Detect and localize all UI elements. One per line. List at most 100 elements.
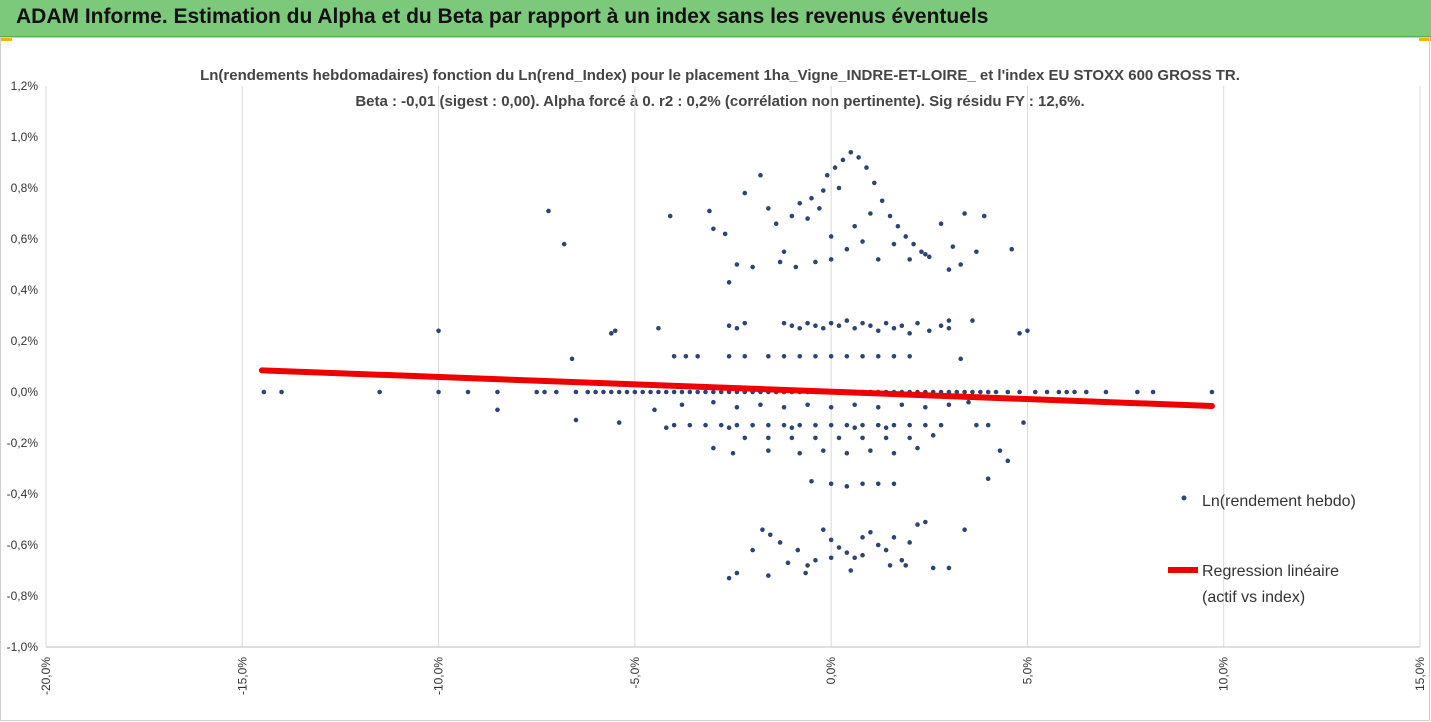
data-point [663,389,669,395]
data-point [868,529,873,535]
data-point [915,522,920,527]
x-tick-label: 0,0% [824,657,838,685]
data-point [875,422,881,428]
data-point [946,402,952,408]
chart-subtitle: Beta : -0,01 (sigest : 0,00). Alpha forc… [355,93,1084,110]
data-point [997,448,1003,453]
data-point [848,568,854,573]
data-point [805,216,810,221]
data-point [883,425,889,431]
data-point [993,389,999,395]
data-point [805,320,810,326]
y-tick-label: 0,4% [11,283,39,297]
x-tick-label: 10,0% [1217,657,1231,691]
data-point [985,389,991,395]
data-point [844,550,850,555]
data-point [985,476,991,482]
data-point [777,259,783,265]
data-point [809,478,814,484]
y-tick-label: -0,4% [7,487,39,501]
data-point [860,435,865,441]
data-point [907,540,912,545]
data-point [773,221,779,226]
data-point [683,354,689,359]
data-point [766,448,771,453]
y-tick-label: -0,2% [7,436,39,450]
data-point [872,180,877,186]
data-point [652,407,657,413]
data-point [687,422,693,428]
data-point [875,405,881,410]
report-title: ADAM Informe. Estimation du Alpha et du … [16,5,989,28]
data-point [766,435,771,441]
data-point [789,425,795,431]
data-point [1032,389,1038,395]
data-point [836,545,842,550]
data-point [903,234,909,239]
data-point [703,422,708,428]
data-point [1021,420,1026,425]
data-point [852,223,857,229]
data-point [797,201,803,206]
data-point [926,328,932,334]
data-point [616,420,622,425]
data-point [742,354,748,359]
data-point [279,389,284,395]
data-point [640,389,646,395]
data-point [860,552,865,558]
x-tick-label: -5,0% [628,657,642,689]
data-point [958,262,963,267]
data-point [926,254,932,260]
data-point [632,389,638,395]
data-point [883,320,889,326]
data-point [616,389,622,395]
legend-marker-scatter [1181,495,1187,501]
data-point [734,422,740,428]
data-point [844,246,850,252]
data-point [1150,389,1156,395]
data-point [609,331,614,336]
data-point [813,323,818,329]
x-tick-label: 15,0% [1413,657,1427,691]
data-point [879,198,885,204]
data-point [974,422,979,428]
data-point [946,565,952,571]
data-point [852,555,857,561]
data-point [760,527,765,532]
data-point [899,323,905,329]
data-point [726,425,732,431]
data-point [803,570,808,576]
data-point [495,389,500,395]
data-point [734,405,740,410]
data-point [797,325,803,331]
data-point [852,425,857,431]
data-point [718,389,724,395]
data-point [805,563,810,568]
data-point [899,402,905,408]
data-point [561,241,567,247]
data-point [1103,389,1109,395]
data-point [750,547,755,553]
data-point [907,435,912,441]
data-point [875,354,881,359]
data-point [612,328,618,334]
data-point [722,231,728,237]
data-point [679,402,685,408]
data-point [828,354,834,359]
data-point [495,407,500,413]
data-point [836,323,842,329]
data-point [1025,328,1030,334]
data-point [887,563,893,568]
data-point [828,555,834,561]
data-point [844,422,850,428]
data-point [785,560,791,566]
data-point [726,354,732,359]
data-point [667,213,673,219]
data-point [766,573,771,578]
data-point [542,389,547,395]
data-point [758,172,763,178]
data-point [766,354,771,359]
data-point [1209,389,1215,395]
data-point [891,481,897,487]
